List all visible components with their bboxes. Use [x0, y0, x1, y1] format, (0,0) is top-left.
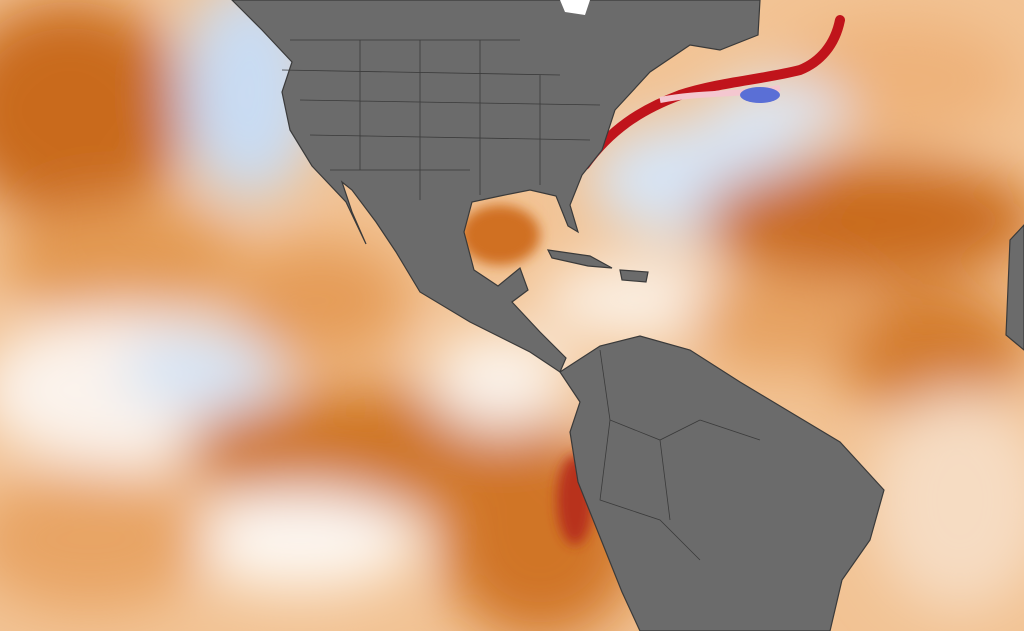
north-america — [231, 0, 761, 373]
cold-eddy — [740, 87, 780, 103]
land — [231, 0, 1024, 631]
hispaniola — [619, 269, 649, 283]
cuba — [546, 249, 613, 269]
borders — [281, 39, 761, 561]
south-america — [559, 335, 885, 631]
gulf-stream — [580, 15, 845, 170]
africa — [1005, 224, 1024, 351]
hudson-bay-ice — [560, 0, 590, 15]
